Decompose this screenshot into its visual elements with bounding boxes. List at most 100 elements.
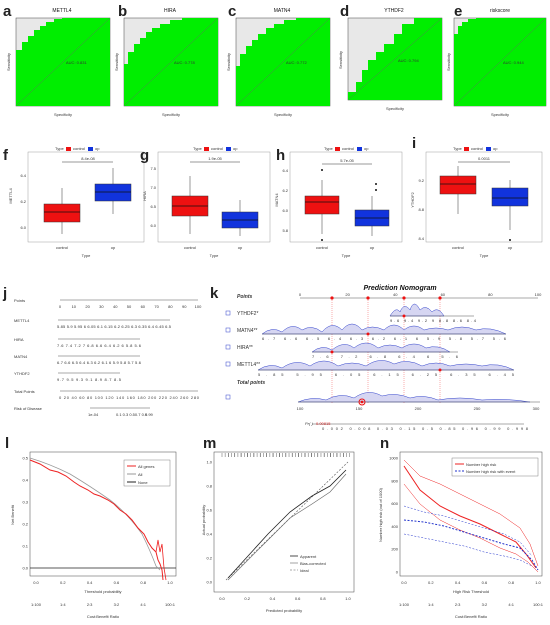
legend-title: Type	[55, 146, 64, 151]
row-label: YTHDF2	[14, 371, 30, 376]
y-axis-label: Sensitivity	[446, 53, 451, 71]
x-tick: 0.0	[401, 580, 407, 585]
y-tick: 6.0	[20, 225, 26, 230]
p-value: 1.9e-05	[208, 156, 222, 161]
panel-g: g Type control op 1.9e-05 7.5 7.0 6.5 6.…	[140, 146, 271, 258]
panel-label-e: e	[454, 3, 462, 20]
y-axis-label: YTHDF2	[410, 191, 415, 207]
auc-label: AUC: 0.794	[398, 58, 419, 63]
y-axis-label: Sensitivity	[114, 53, 119, 71]
panel-l: l All genes All None 0.50.40.30.20.10.0 …	[5, 435, 177, 619]
legend-op: op	[233, 146, 238, 151]
panel-c-title: MATN4	[274, 8, 291, 14]
x-axis-label: Specificity	[274, 112, 292, 117]
x2-tick: 4:1	[140, 602, 146, 607]
y-tick: 1000	[389, 456, 399, 461]
y-tick: 0.4	[206, 532, 212, 537]
row-label: Total points	[237, 380, 265, 386]
panel-b: b HIRA AUC: 0.778 Sensitivity Specificit…	[114, 3, 219, 117]
panel-i: i Type control op 0.0011 9.2 8.8 8.4 YTH…	[410, 135, 543, 258]
y-axis-label: Actual probability	[201, 505, 206, 535]
y-tick: 0	[396, 570, 399, 575]
panel-c: c MATN4 AUC: 0.772 Sensitivity Specifici…	[226, 3, 331, 117]
y-axis-label: Sensitivity	[226, 53, 231, 71]
legend-all-genes: All genes	[138, 464, 154, 469]
legend-none: None	[138, 480, 148, 485]
risk-tick: 1e-04	[88, 412, 99, 417]
legend-control: control	[342, 146, 354, 151]
hira-ticks: 7.6 7.2 6.8 6.4 6 5.6	[312, 354, 459, 359]
y-tick: 0.6	[206, 508, 212, 513]
y-tick: 0.4	[22, 478, 28, 483]
ythdf2-ticks: 9.7 9.5 9.3 9.1 8.9 8.7 8.5	[57, 377, 122, 382]
y-tick: 0.8	[206, 484, 212, 489]
panel-label-h: h	[276, 147, 285, 164]
x2-tick: 1:4	[60, 602, 66, 607]
y-tick: 7.0	[150, 185, 156, 190]
y-tick: 0.0	[22, 566, 28, 571]
total-points-tick: 250	[474, 406, 481, 411]
x-tick: op	[370, 245, 375, 250]
panel-b-title: HIRA	[164, 8, 177, 14]
total-points-tick: 300	[533, 406, 540, 411]
y-tick: 0.3	[22, 500, 28, 505]
legend-number-high-risk-event: Number high risk with event	[466, 469, 516, 474]
mettl4-ticks: 5.85 5.9 5.95 6 6.05 6.1 6.15 6.2 6.25 6…	[57, 324, 172, 329]
y-tick: 5.8	[282, 228, 288, 233]
panel-h: h Type control op 5.7e-05 6.4 6.2 6.0 5.…	[274, 146, 403, 258]
legend-op: op	[95, 146, 100, 151]
y-axis-label: MATN4	[274, 193, 279, 207]
legend-control: control	[211, 146, 223, 151]
x2-tick: 2:3	[455, 602, 461, 607]
x-tick: 0.2	[244, 596, 250, 601]
panel-j: j Points METTL4 HIRA MATN4 YTHDF2 Total …	[2, 285, 202, 417]
matn4-ticks: 6.7 6.6 6.5 6.4 6.3 6.2 6.1 6 5.9 5.8 5.…	[57, 360, 142, 365]
matn4-ticks: 6.7 6.6 6.5 6.4 6.3 6.2 6.1 6 5.9 5.8 5.…	[262, 336, 507, 341]
p-value: 0.0011	[478, 156, 491, 161]
points-tick: 60	[441, 292, 446, 297]
x2-tick: 1:100	[31, 602, 42, 607]
x-tick: op	[111, 245, 116, 250]
points-tick: 40	[393, 292, 398, 297]
auc-label: AUC: 0.831	[66, 60, 87, 65]
x-tick: 0.2	[60, 580, 66, 585]
x-tick: 0.8	[320, 596, 326, 601]
panel-label-f: f	[3, 147, 9, 164]
x-axis-label: Specificity	[386, 106, 404, 111]
panel-label-l: l	[5, 435, 9, 452]
panel-f: f Type control op 8.4e-08 6.4 6.2 6.0 ME…	[3, 146, 145, 258]
legend-op: op	[493, 146, 498, 151]
p-value: 5.7e-05	[340, 158, 354, 163]
points-tick: 20	[85, 304, 90, 309]
points-tick: 50	[127, 304, 132, 309]
row-label: MATN4**	[237, 328, 258, 334]
points-tick: 100	[195, 304, 202, 309]
y-tick: 200	[391, 547, 398, 552]
y-tick: 0.2	[22, 522, 28, 527]
x-tick: 1.0	[535, 580, 541, 585]
total-points-tick: 150	[356, 406, 363, 411]
y-tick: 0.2	[206, 556, 212, 561]
ythdf2-ticks: 9.6 9.4 9.2 9 8.8 8.6 8.4	[390, 318, 477, 323]
row-label: Risk of Disease	[14, 406, 43, 411]
y-tick: 6.4	[282, 168, 288, 173]
y-tick: 8.8	[418, 207, 424, 212]
y-tick: 0.1	[22, 544, 28, 549]
x2-tick: 100:1	[165, 602, 176, 607]
x-tick: control	[184, 245, 196, 250]
panel-e: e riskscore AUC: 0.944 Sensitivity Speci…	[446, 3, 547, 117]
x-tick: 1.0	[345, 596, 351, 601]
panel-label-c: c	[228, 3, 236, 20]
x-tick: control	[452, 245, 464, 250]
panel-label-k: k	[210, 285, 219, 302]
x-tick: op	[508, 245, 513, 250]
y-tick: 7.5	[150, 166, 156, 171]
x-tick: 0.4	[455, 580, 461, 585]
y-axis-label: Number high risk (out of 1000)	[378, 487, 383, 542]
legend-ideal: Ideal	[300, 568, 309, 573]
points-tick: 80	[168, 304, 173, 309]
points-tick: 100	[535, 292, 542, 297]
y-tick: 0.5	[22, 456, 28, 461]
x-tick: 0.0	[33, 580, 39, 585]
